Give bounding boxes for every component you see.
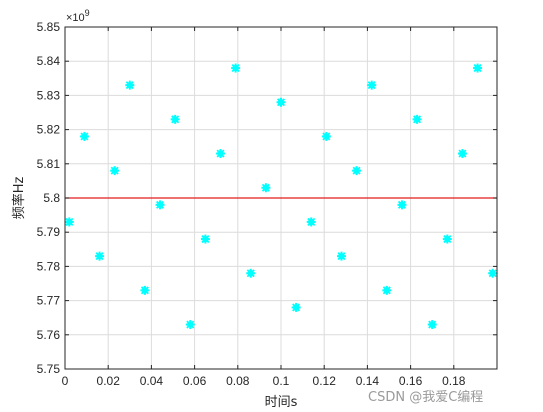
data-point <box>64 217 74 227</box>
data-point <box>306 217 316 227</box>
y-tick-label: 5.75 <box>37 362 61 376</box>
y-tick-label: 5.84 <box>37 54 61 68</box>
data-point <box>246 268 256 278</box>
watermark: CSDN @我爱C编程 <box>368 390 483 405</box>
data-point <box>125 80 135 90</box>
data-points <box>64 63 498 330</box>
data-point <box>427 320 437 330</box>
data-point <box>216 149 226 159</box>
data-point <box>95 251 105 261</box>
data-point <box>321 131 331 141</box>
x-tick-label: 0.18 <box>442 374 466 388</box>
data-point <box>412 114 422 124</box>
data-point <box>200 234 210 244</box>
y-tick-label: 5.76 <box>37 328 61 342</box>
y-tick-label: 5.85 <box>37 20 61 34</box>
data-point <box>185 320 195 330</box>
data-point <box>336 251 346 261</box>
y-tick-label: 5.78 <box>37 259 61 273</box>
y-axis-label: 频率Hz <box>11 177 27 220</box>
x-tick-label: 0.02 <box>97 374 121 388</box>
data-point <box>261 183 271 193</box>
y-tick-label: 5.82 <box>37 123 61 137</box>
x-tick-label: 0.06 <box>183 374 207 388</box>
x-tick-label: 0.08 <box>226 374 250 388</box>
data-point <box>352 166 362 176</box>
data-point <box>79 131 89 141</box>
x-tick-label: 0.14 <box>356 374 380 388</box>
x-axis-label: 时间s <box>265 395 298 410</box>
x-tick-label: 0.12 <box>313 374 337 388</box>
data-point <box>291 302 301 312</box>
data-point <box>155 200 165 210</box>
y-exponent-power: 9 <box>85 8 90 18</box>
data-point <box>382 285 392 295</box>
x-tick-label: 0.16 <box>399 374 423 388</box>
y-tick-label: 5.83 <box>37 88 61 102</box>
data-point <box>488 268 498 278</box>
data-point <box>140 285 150 295</box>
y-exponent-label: ×109 <box>66 8 90 24</box>
data-point <box>367 80 377 90</box>
data-point <box>170 114 180 124</box>
y-tick-label: 5.79 <box>37 225 61 239</box>
ticks <box>64 26 497 370</box>
x-tick-label: 0.1 <box>273 374 290 388</box>
data-point <box>473 63 483 73</box>
y-tick-label: 5.81 <box>37 157 61 171</box>
y-tick-label: 5.77 <box>37 294 61 308</box>
x-tick-label: 0 <box>62 374 69 388</box>
y-tick-label: 5.8 <box>43 191 60 205</box>
data-point <box>276 97 286 107</box>
tick-labels: 0 0.02 0.04 0.06 0.08 0.1 0.12 0.14 0.16 0.18 5.75… <box>37 20 466 388</box>
x-tick-label: 0.04 <box>140 374 164 388</box>
data-point <box>231 63 241 73</box>
data-point <box>442 234 452 244</box>
data-point <box>457 149 467 159</box>
data-point <box>397 200 407 210</box>
data-point <box>110 166 120 176</box>
